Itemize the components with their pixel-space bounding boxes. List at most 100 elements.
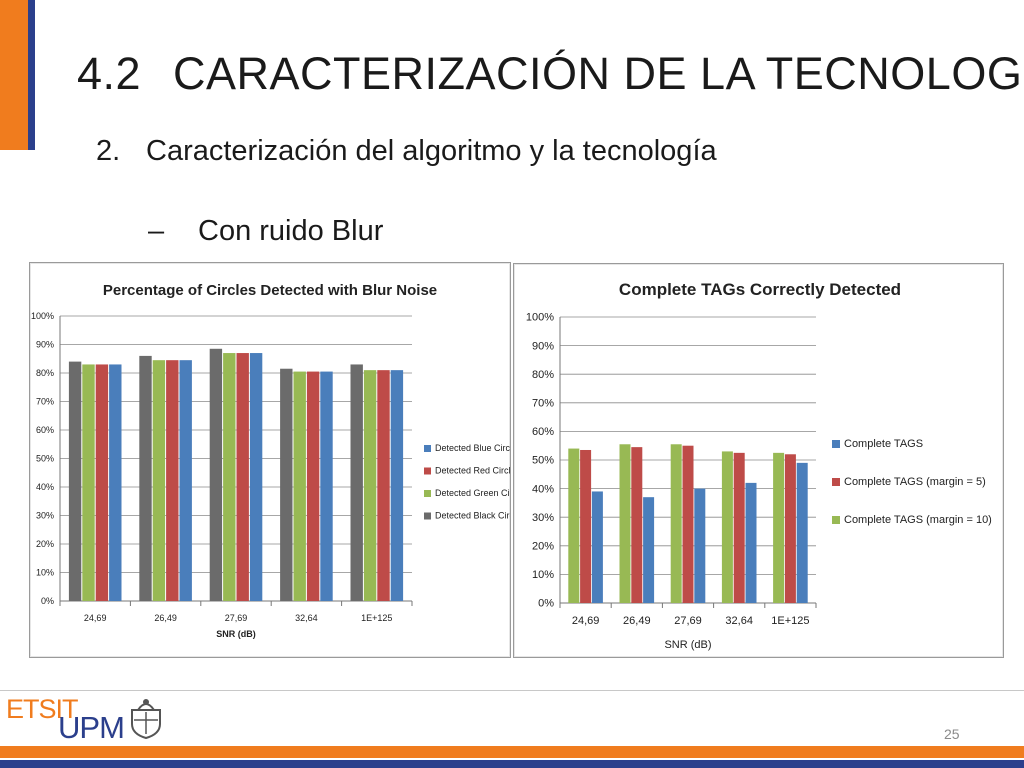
bar [209, 348, 223, 601]
bar [82, 364, 95, 601]
legend-label: Complete TAGS (margin = 5) [844, 476, 986, 488]
chart-title: Percentage of Circles Detected with Blur… [103, 282, 437, 299]
y-tick-label: 60% [36, 425, 54, 435]
legend-swatch [424, 467, 431, 475]
bar [350, 364, 363, 601]
bar [580, 449, 592, 603]
legend-swatch [424, 445, 431, 452]
x-axis-label: SNR (dB) [216, 629, 256, 639]
bar [745, 482, 757, 603]
y-tick-label: 0% [538, 598, 554, 610]
bar [682, 445, 694, 603]
subtitle-text: Caracterización del algoritmo y la tecno… [146, 135, 717, 167]
upm-crest-icon [131, 699, 161, 740]
y-tick-label: 100% [31, 311, 54, 321]
chart-panel-tags: Complete TAGs Correctly Detected 0% 10% 20%… [513, 263, 1004, 658]
bar [139, 355, 152, 601]
slide-title-number: 4.2 [77, 48, 142, 99]
legend-swatch [832, 440, 840, 448]
y-tick-label: 70% [532, 397, 554, 409]
y-tick-label: 80% [36, 368, 54, 378]
y-tick-label: 90% [532, 340, 554, 352]
y-tick-label: 90% [36, 340, 54, 350]
bar [166, 360, 179, 601]
x-tick-label: 26,49 [623, 615, 651, 627]
logo-upm-text: UPM [58, 710, 125, 745]
bar [591, 491, 603, 603]
chart-panel-circles: Percentage of Circles Detected with Blur… [29, 262, 511, 658]
y-tick-label: 100% [526, 312, 554, 324]
page-number: 25 [944, 726, 960, 742]
x-axis-label: SNR (dB) [664, 639, 711, 651]
bar [773, 452, 785, 603]
legend-label: Complete TAGS (margin = 10) [844, 514, 992, 526]
y-tick-label: 40% [532, 483, 554, 495]
bar [643, 497, 655, 603]
slide-title-text: CARACTERIZACIÓN DE LA TECNOLOGÍA [173, 48, 1024, 99]
bullet-text: Con ruido Blur [198, 215, 384, 247]
bar [694, 488, 706, 603]
y-tick-label: 10% [36, 568, 54, 578]
legend-swatch [424, 490, 431, 497]
x-tick-label: 27,69 [674, 615, 702, 627]
y-tick-label: 70% [36, 397, 54, 407]
slide-title: 4.2 CARACTERIZACIÓN DE LA TECNOLOGÍA [77, 48, 1024, 100]
bar [390, 370, 404, 601]
y-tick-label: 20% [36, 539, 54, 549]
x-tick-label: 32,64 [295, 613, 318, 623]
y-tick-label: 30% [532, 512, 554, 524]
footer-bar-orange [0, 746, 1024, 758]
accent-bar-navy [28, 0, 35, 150]
chart-tags-detected: Complete TAGs Correctly Detected 0% 10% 20%… [526, 280, 992, 651]
bar [784, 454, 796, 603]
bar [619, 444, 631, 603]
y-tick-label: 0% [41, 596, 54, 606]
legend-swatch [832, 478, 840, 486]
subtitle-number: 2. [96, 135, 121, 167]
x-tick-label: 1E+125 [361, 613, 392, 623]
footer-bar-navy [0, 760, 1024, 768]
y-tick-label: 30% [36, 511, 54, 521]
y-tick-label: 60% [532, 426, 554, 438]
chart-title: Complete TAGs Correctly Detected [619, 280, 901, 299]
legend-swatch [832, 516, 840, 524]
bar [320, 371, 333, 601]
x-tick-label: 24,69 [84, 613, 107, 623]
bar [179, 360, 192, 601]
y-tick-label: 40% [36, 482, 54, 492]
x-tick-label: 27,69 [225, 613, 248, 623]
bullet-dash: – [148, 215, 165, 247]
y-tick-label: 50% [532, 455, 554, 467]
bar [293, 371, 306, 601]
bar [796, 462, 808, 603]
bar [631, 447, 643, 603]
logo-etsit-text: ETSIT [6, 694, 79, 724]
y-tick-label: 50% [36, 454, 54, 464]
legend-swatch [424, 512, 431, 520]
bar [568, 448, 580, 603]
y-tick-label: 80% [532, 369, 554, 381]
bar [280, 368, 293, 601]
bar [68, 361, 82, 601]
legend-label: Detected Red Circles [435, 466, 510, 476]
bar [249, 353, 263, 601]
legend-label: Complete TAGS [844, 438, 923, 450]
y-tick-label: 20% [532, 540, 554, 552]
x-tick-label: 32,64 [725, 615, 753, 627]
chart-circles-detected: Percentage of Circles Detected with Blur… [31, 282, 510, 639]
legend-label: Detected Green Circles [435, 488, 510, 498]
bar [377, 370, 390, 601]
footer-divider [0, 690, 1024, 691]
bar [236, 353, 249, 601]
y-tick-label: 10% [532, 569, 554, 581]
x-tick-label: 1E+125 [771, 615, 809, 627]
bar [306, 371, 320, 601]
accent-bar-orange [0, 0, 28, 150]
bar [109, 364, 122, 601]
bar [721, 451, 733, 603]
subtitle: 2. Caracterización del algoritmo y la tec… [96, 135, 717, 168]
x-tick-label: 26,49 [154, 613, 177, 623]
bar [670, 444, 682, 603]
legend-label: Detected Blue Circles [435, 443, 510, 453]
bullet: – Con ruido Blur [148, 215, 383, 248]
